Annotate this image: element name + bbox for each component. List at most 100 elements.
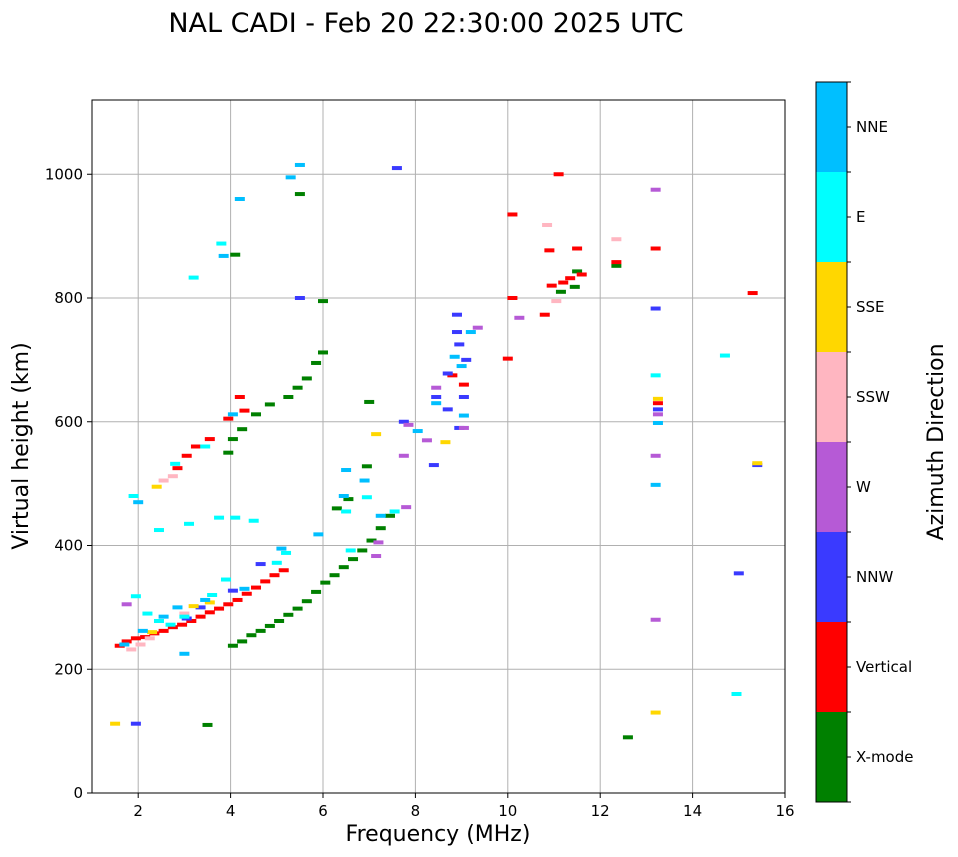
data-point [391, 166, 402, 171]
data-point [234, 395, 245, 399]
data-point [181, 453, 192, 458]
data-point [650, 306, 661, 311]
data-point [431, 401, 442, 406]
data-point [239, 586, 250, 591]
data-point [255, 628, 266, 633]
plot-frame [91, 99, 786, 794]
colorbar-segment [816, 352, 847, 442]
data-point [412, 429, 423, 434]
data-point [214, 515, 225, 520]
data-point [121, 602, 132, 607]
data-point [652, 412, 663, 417]
colorbar-segment [816, 622, 847, 712]
data-point [179, 611, 190, 616]
data-point [451, 330, 462, 335]
data-point [752, 461, 763, 466]
data-point [283, 395, 294, 399]
y-axis-ticks: 0 200 400 600 800 1000 [45, 165, 92, 802]
data-point [126, 647, 137, 652]
colorbar-segment [816, 262, 847, 352]
data-point [251, 412, 262, 417]
data-point [719, 353, 730, 358]
data-point [214, 606, 225, 611]
data-point [184, 521, 195, 526]
data-point [241, 591, 252, 596]
data-point [472, 325, 483, 330]
data-point [292, 385, 303, 390]
data-point [611, 263, 622, 268]
x-tick-label: 8 [411, 802, 421, 820]
data-point [230, 252, 241, 257]
data-point [172, 605, 183, 610]
colorbar-segment [816, 712, 847, 802]
data-point [542, 222, 553, 227]
data-point [650, 453, 661, 458]
data-point [652, 420, 663, 425]
data-point [133, 500, 144, 505]
data-point [431, 385, 442, 390]
data-point [361, 495, 372, 500]
data-point [147, 630, 158, 635]
data-point [364, 399, 375, 404]
data-point [544, 248, 555, 253]
data-point [341, 509, 352, 514]
data-point [361, 464, 372, 469]
x-tick-label: 6 [318, 802, 328, 820]
data-point [311, 360, 322, 365]
data-point [130, 636, 141, 641]
data-point [553, 172, 564, 177]
data-point [458, 425, 469, 430]
y-tick-label: 200 [54, 660, 83, 678]
colorbar-tick-label: E [856, 208, 865, 226]
data-point [227, 588, 238, 593]
chart-title: NAL CADI - Feb 20 22:30:00 2025 UTC [168, 8, 683, 39]
colorbar-tick-label: NNE [856, 118, 888, 136]
data-point [153, 528, 164, 533]
colorbar-segment [816, 82, 847, 172]
data-point [318, 299, 328, 304]
data-point [251, 585, 262, 590]
data-point [345, 548, 356, 553]
data-point [255, 562, 266, 567]
colorbar-tick-label: NNW [856, 568, 893, 586]
data-point [348, 557, 359, 562]
data-point [311, 589, 322, 594]
data-point [271, 560, 282, 565]
data-point [167, 474, 178, 479]
data-point [165, 622, 176, 627]
data-point [204, 600, 215, 605]
x-tick-label: 14 [683, 802, 702, 820]
x-tick-label: 16 [775, 802, 794, 820]
data-point [230, 515, 241, 520]
data-point [331, 506, 342, 511]
data-point [220, 577, 231, 582]
data-point [216, 241, 227, 246]
colorbar-tick-label: X-mode [856, 748, 913, 766]
data-point [611, 237, 622, 242]
data-point [371, 554, 382, 559]
data-point [227, 437, 238, 442]
x-tick-label: 10 [498, 802, 517, 820]
x-tick-label: 4 [226, 802, 236, 820]
colorbar-label: Azimuth Direction [924, 343, 949, 540]
data-point [442, 371, 453, 376]
data-point [172, 466, 183, 471]
data-point [158, 614, 169, 619]
colorbar-tick-label: SSW [856, 388, 890, 406]
data-point [274, 618, 285, 623]
data-point [285, 175, 296, 180]
data-point [318, 350, 328, 355]
y-tick-label: 600 [54, 413, 83, 431]
data-point [142, 611, 153, 616]
data-point [110, 721, 121, 726]
data-point [269, 573, 280, 578]
data-point [246, 633, 257, 638]
colorbar-tick-label: W [856, 478, 871, 496]
data-point [130, 721, 141, 726]
data-point [373, 540, 384, 545]
data-point [188, 275, 199, 280]
data-points [110, 162, 763, 740]
data-point [204, 610, 215, 615]
data-point [428, 463, 439, 468]
